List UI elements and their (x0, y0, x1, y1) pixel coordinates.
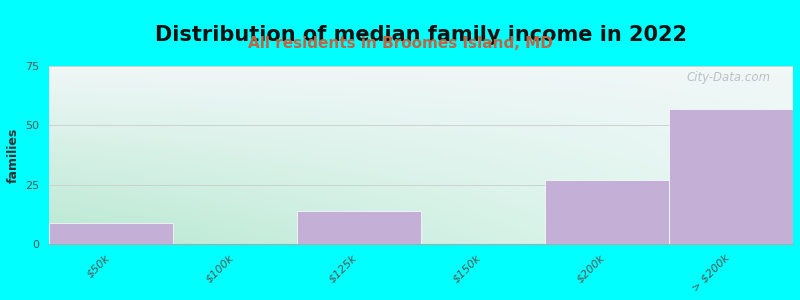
Bar (545, 180, 669, 244)
Y-axis label: families: families (7, 128, 20, 183)
Bar (50, 223, 174, 244)
Title: Distribution of median family income in 2022: Distribution of median family income in … (155, 25, 687, 45)
Bar (298, 211, 422, 244)
Text: All residents in Broomes Island, MD: All residents in Broomes Island, MD (247, 36, 553, 51)
Bar (669, 109, 793, 244)
Text: City-Data.com: City-Data.com (686, 71, 770, 84)
